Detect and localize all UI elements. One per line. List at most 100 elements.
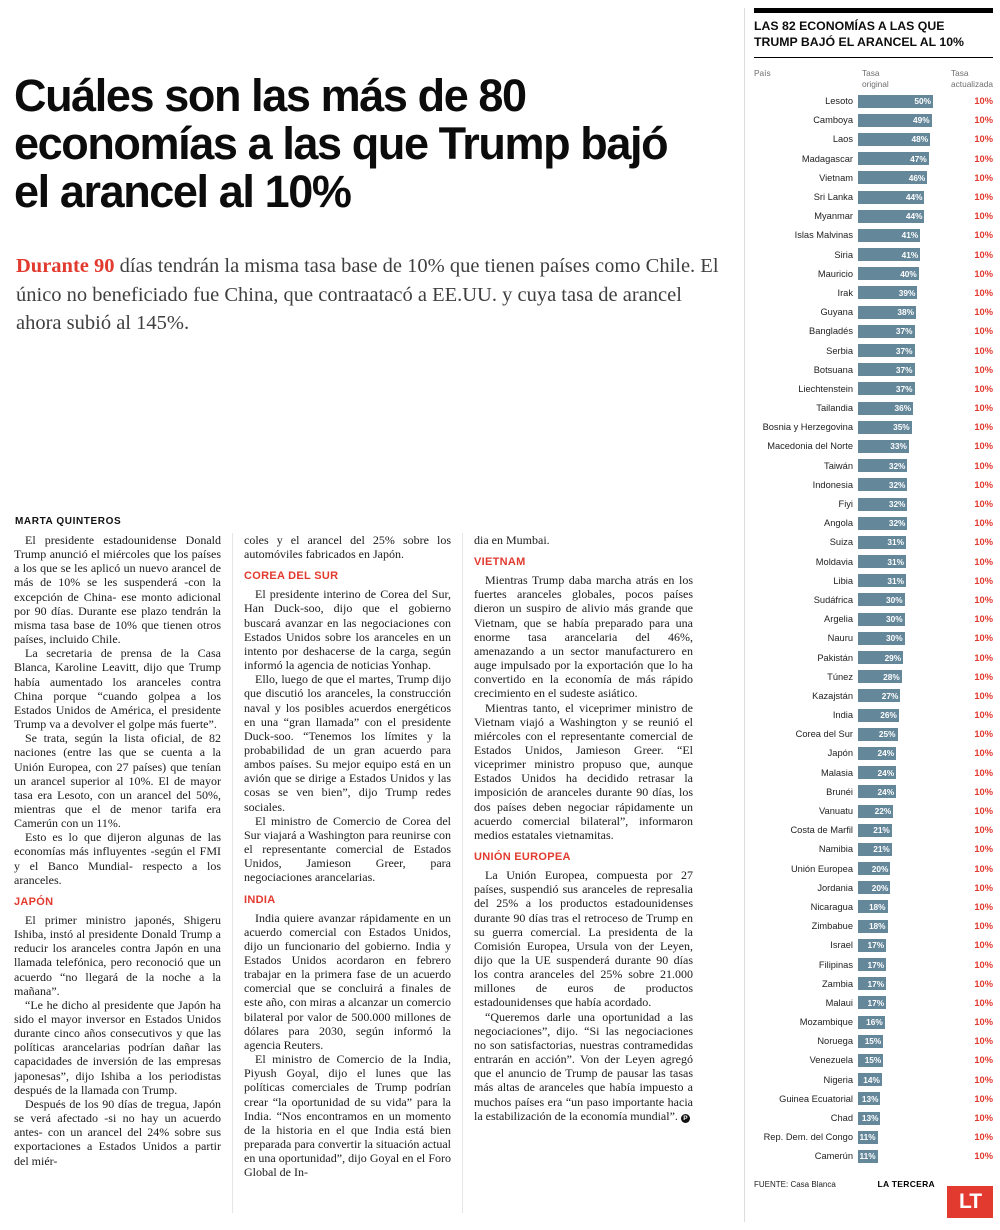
body-paragraph: coles y el arancel del 25% sobre los aut… bbox=[244, 533, 451, 562]
updated-rate: 10% bbox=[974, 671, 993, 682]
tariff-row: Pakistán 29% 10% bbox=[754, 648, 993, 667]
updated-rate: 10% bbox=[974, 997, 993, 1008]
body-paragraph: La Unión Europea, compuesta por 27 paíse… bbox=[474, 868, 693, 1010]
original-rate-bar: 14% bbox=[858, 1073, 882, 1087]
country-label: Libia bbox=[833, 575, 853, 586]
original-rate-bar: 18% bbox=[858, 919, 888, 933]
updated-rate: 10% bbox=[974, 230, 993, 241]
tariff-row: Costa de Marfil 21% 10% bbox=[754, 821, 993, 840]
updated-rate: 10% bbox=[974, 882, 993, 893]
chart-footer: FUENTE: Casa Blanca LA TERCERA LT bbox=[754, 1178, 993, 1222]
country-label: Costa de Marfil bbox=[790, 825, 853, 836]
lt-logo: LT bbox=[947, 1185, 993, 1218]
original-rate-bar: 36% bbox=[858, 401, 914, 415]
country-label: Bosnia y Herzegovina bbox=[762, 422, 853, 433]
body-paragraph: El ministro de Comercio de la India, Piy… bbox=[244, 1052, 451, 1180]
original-rate-bar: 13% bbox=[858, 1092, 881, 1106]
original-rate-bar: 32% bbox=[858, 459, 908, 473]
country-label: Sudáfrica bbox=[813, 594, 853, 605]
country-label: Nigeria bbox=[823, 1074, 853, 1085]
updated-rate: 10% bbox=[974, 537, 993, 548]
country-label: Nauru bbox=[827, 633, 853, 644]
tariff-row: Madagascar 47% 10% bbox=[754, 149, 993, 168]
original-rate-bar: 38% bbox=[858, 305, 916, 319]
tariff-row: Túnez 28% 10% bbox=[754, 667, 993, 686]
country-label: Zambia bbox=[821, 978, 853, 989]
updated-rate: 10% bbox=[974, 1055, 993, 1066]
original-rate-bar: 46% bbox=[858, 171, 928, 185]
tariff-row: Unión Europea 20% 10% bbox=[754, 859, 993, 878]
original-rate-bar: 17% bbox=[858, 996, 887, 1010]
original-rate-bar: 32% bbox=[858, 478, 908, 492]
body-paragraph: dia en Mumbai. bbox=[474, 533, 550, 547]
original-rate-bar: 21% bbox=[858, 842, 892, 856]
original-rate-bar: 20% bbox=[858, 881, 891, 895]
country-label: Rep. Dem. del Congo bbox=[763, 1132, 853, 1143]
section-heading: INDIA bbox=[244, 893, 276, 906]
country-label: Fiyi bbox=[838, 499, 853, 509]
country-label: Serbia bbox=[826, 345, 853, 356]
tariff-row: Argelia 30% 10% bbox=[754, 610, 993, 629]
updated-rate: 10% bbox=[974, 287, 993, 298]
body-paragraph: Esto es lo que dijeron algunas de las ec… bbox=[14, 830, 221, 887]
updated-rate: 10% bbox=[974, 307, 993, 318]
country-label: Brunéi bbox=[826, 786, 853, 797]
updated-rate: 10% bbox=[974, 115, 993, 126]
country-label: Guinea Ecuatorial bbox=[779, 1093, 853, 1104]
country-label: Indonesia bbox=[812, 479, 853, 490]
country-label: Túnez bbox=[827, 671, 853, 682]
tariff-chart: LAS 82 ECONOMÍAS A LAS QUE TRUMP BAJÓ EL… bbox=[744, 8, 993, 1222]
country-label: Argelia bbox=[824, 614, 853, 625]
body-paragraph: India quiere avanzar rápidamente en un a… bbox=[244, 910, 451, 1052]
country-label: Sri Lanka bbox=[813, 192, 853, 202]
headline: Cuáles son las más de 80 economías a las… bbox=[14, 70, 669, 218]
body-paragraph: El ministro de Comercio de Corea del Sur… bbox=[244, 813, 451, 885]
original-rate-bar: 35% bbox=[858, 420, 912, 434]
tariff-row: Malaui 17% 10% bbox=[754, 993, 993, 1012]
original-rate-bar: 41% bbox=[858, 228, 921, 242]
country-label: Angola bbox=[824, 518, 853, 529]
tariff-row: Rep. Dem. del Congo 11% 10% bbox=[754, 1128, 993, 1147]
tariff-row: Camboya 49% 10% bbox=[754, 111, 993, 130]
tariff-row: Laos 48% 10% bbox=[754, 130, 993, 149]
tariff-row: Mauricio 40% 10% bbox=[754, 264, 993, 283]
tariff-row: Nauru 30% 10% bbox=[754, 629, 993, 648]
tariff-row: Moldavia 31% 10% bbox=[754, 552, 993, 571]
country-label: Macedonia del Norte bbox=[767, 441, 853, 452]
original-rate-bar: 15% bbox=[858, 1053, 884, 1067]
original-rate-bar: 24% bbox=[858, 766, 897, 780]
original-rate-bar: 30% bbox=[858, 593, 905, 607]
country-label: Camboya bbox=[813, 115, 853, 126]
country-label: Vietnam bbox=[819, 172, 853, 183]
updated-rate: 10% bbox=[974, 422, 993, 433]
tariff-row: Guinea Ecuatorial 13% 10% bbox=[754, 1089, 993, 1108]
body-paragraph: El primer ministro japonés, Shigeru Ishi… bbox=[14, 912, 221, 998]
body-paragraph: El presidente interino de Corea del Sur,… bbox=[244, 587, 451, 673]
original-rate-bar: 50% bbox=[858, 94, 933, 108]
tariff-row: Venezuela 15% 10% bbox=[754, 1051, 993, 1070]
country-label: Unión Europea bbox=[790, 863, 853, 874]
tariff-row: Macedonia del Norte 33% 10% bbox=[754, 437, 993, 456]
updated-rate: 10% bbox=[974, 575, 993, 586]
tariff-row: Israel 17% 10% bbox=[754, 936, 993, 955]
original-rate-bar: 44% bbox=[858, 190, 925, 204]
country-label: Siria bbox=[834, 249, 853, 260]
tariff-row: Mozambique 16% 10% bbox=[754, 1012, 993, 1031]
tariff-row: Noruega 15% 10% bbox=[754, 1032, 993, 1051]
country-label: Israel bbox=[830, 940, 853, 951]
column-header-updated-rate: Tasa actualizada bbox=[951, 68, 993, 89]
tariff-row: Nicaragua 18% 10% bbox=[754, 897, 993, 916]
updated-rate: 10% bbox=[974, 863, 993, 874]
updated-rate: 10% bbox=[974, 1151, 993, 1162]
original-rate-bar: 13% bbox=[858, 1111, 881, 1125]
tariff-row: Corea del Sur 25% 10% bbox=[754, 725, 993, 744]
updated-rate: 10% bbox=[974, 345, 993, 356]
country-label: Laos bbox=[832, 134, 853, 145]
original-rate-bar: 32% bbox=[858, 497, 908, 511]
original-rate-bar: 27% bbox=[858, 689, 901, 703]
column-header-country: País bbox=[754, 68, 771, 79]
tariff-rows: Lesoto 50% 10% Camboya 49% 10% Laos 48% 10% Madag… bbox=[754, 91, 993, 1166]
tariff-row: Jordania 20% 10% bbox=[754, 878, 993, 897]
tariff-row: Siria 41% 10% bbox=[754, 245, 993, 264]
tariff-row: India 26% 10% bbox=[754, 705, 993, 724]
